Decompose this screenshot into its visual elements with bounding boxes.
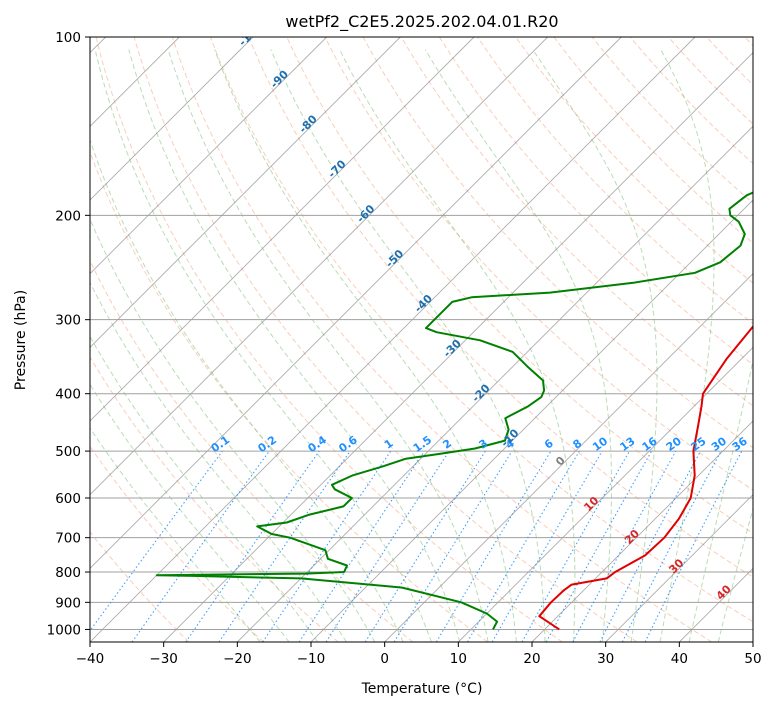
y-tick-label: 500: [55, 444, 81, 460]
chart-title: wetPf2_C2E5.2025.202.04.01.R20: [285, 12, 558, 32]
y-tick-label: 600: [55, 491, 81, 507]
y-axis-label: Pressure (hPa): [13, 290, 29, 390]
x-tick-label: −20: [223, 651, 252, 667]
x-tick-label: −10: [297, 651, 326, 667]
x-tick-label: 0: [380, 651, 389, 667]
y-tick-label: 700: [55, 531, 81, 547]
y-tick-label: 200: [55, 208, 81, 224]
y-tick-label: 800: [55, 565, 81, 581]
y-tick-label: 100: [55, 30, 81, 46]
y-tick-label: 900: [55, 595, 81, 611]
x-tick-label: 50: [744, 651, 761, 667]
y-tick-label: 1000: [47, 622, 81, 638]
x-tick-label: −40: [76, 651, 105, 667]
x-tick-label: 40: [671, 651, 688, 667]
x-tick-label: 30: [597, 651, 614, 667]
y-tick-label: 400: [55, 387, 81, 403]
x-tick-label: 10: [450, 651, 467, 667]
x-tick-label: −30: [149, 651, 178, 667]
x-axis-label: Temperature (°C): [361, 681, 483, 697]
x-tick-label: 20: [523, 651, 540, 667]
y-tick-label: 300: [55, 313, 81, 329]
